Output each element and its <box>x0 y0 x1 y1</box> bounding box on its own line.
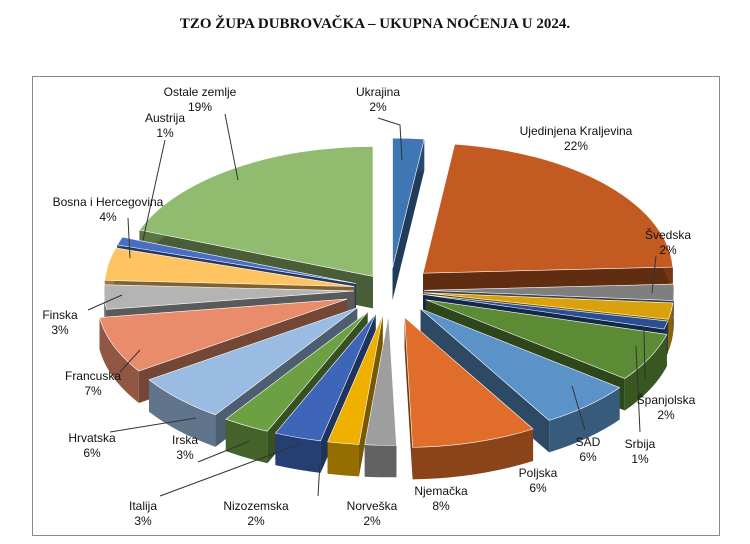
slice-label-name: Njemačka <box>414 484 468 498</box>
pie-slice-ujedinjena-kraljevina <box>422 143 674 274</box>
slice-label-name: Ostale zemlje <box>164 85 237 99</box>
chart-title: TZO ŽUPA DUBROVAČKA – UKUPNA NOĆENJA U 2… <box>179 16 571 32</box>
slice-label-value: 3% <box>176 448 194 462</box>
slice-label-name: Srbija <box>625 437 656 451</box>
chart-frame <box>32 76 720 536</box>
leader-line <box>127 217 131 259</box>
slice-label-value: 2% <box>659 243 677 257</box>
leader-line <box>317 461 321 497</box>
pie-slice-sad <box>425 299 668 379</box>
pie-slice-italija <box>274 313 376 442</box>
slice-label-value: 6% <box>83 446 101 460</box>
slice-label-value: 6% <box>529 481 547 495</box>
pie-slice--panjolska <box>423 292 674 320</box>
leader-line <box>224 113 239 181</box>
pie-slice-srbija <box>422 294 669 330</box>
pie-slice-francuska <box>99 298 348 372</box>
pie-slice-bosna-i-hercegovina <box>104 247 355 287</box>
slice-label-name: Norveška <box>347 499 398 513</box>
pie-slice-finska <box>103 284 355 310</box>
slice-label-name: Nizozemska <box>223 499 289 513</box>
leader-line <box>635 345 641 433</box>
slice-label-name: Švedska <box>645 227 691 242</box>
slice-label-name: Italija <box>129 499 157 513</box>
slice-label-name: Austrija <box>145 111 185 125</box>
slice-label-name: Ujedinjena Kraljevina <box>520 124 633 138</box>
pie-slice-poljska <box>420 308 621 421</box>
slice-label-value: 1% <box>631 452 649 466</box>
slice-label-name: Irska <box>172 433 198 447</box>
slice-label-value: 19% <box>188 100 212 114</box>
slice-label-value: 6% <box>579 450 597 464</box>
leader-line <box>159 443 301 497</box>
leader-line <box>197 440 251 463</box>
pie-slice-hrvatska <box>148 307 358 416</box>
slice-label-value: 1% <box>156 126 174 140</box>
leader-line <box>142 139 166 241</box>
leader-line <box>651 255 657 294</box>
slice-label-name: Ukrajina <box>356 85 400 99</box>
slice-label-name: Bosna i Hercegovina <box>53 195 164 209</box>
pie-slice--vedska <box>423 283 675 301</box>
pie-slice-nizozemska <box>327 314 384 445</box>
slice-label-name: Hrvatska <box>68 431 116 445</box>
leader-line <box>87 294 123 311</box>
leader-line <box>377 117 403 161</box>
slice-label-value: 2% <box>247 514 265 528</box>
pie-slice-ukrajina <box>392 137 425 269</box>
leader-line <box>643 329 646 381</box>
slice-label-name: Poljska <box>519 466 558 480</box>
slice-label-value: 22% <box>564 139 588 153</box>
slice-label-value: 2% <box>657 408 675 422</box>
leader-line <box>119 349 141 373</box>
slice-label-name: Finska <box>42 308 78 322</box>
slice-label-value: 2% <box>369 100 387 114</box>
slice-label-name: Francuska <box>65 369 121 383</box>
slice-label-value: 3% <box>134 514 152 528</box>
pie-slice-austrija <box>116 236 357 284</box>
leader-line <box>109 417 197 433</box>
pie-slice-irska <box>225 311 368 432</box>
slice-label-name: Španjolska <box>637 392 696 407</box>
slice-label-value: 8% <box>432 499 450 513</box>
pie-slice-norve-ka <box>364 315 397 446</box>
slice-label-value: 7% <box>84 384 102 398</box>
leader-line <box>571 385 586 431</box>
pie-slice-njema-ka <box>404 316 534 448</box>
slice-label-value: 4% <box>99 210 117 224</box>
slice-label-name: SAD <box>576 435 601 449</box>
slice-label-value: 3% <box>51 323 69 337</box>
slice-label-value: 2% <box>363 514 381 528</box>
pie-slice-ostale-zemlje <box>138 146 374 277</box>
